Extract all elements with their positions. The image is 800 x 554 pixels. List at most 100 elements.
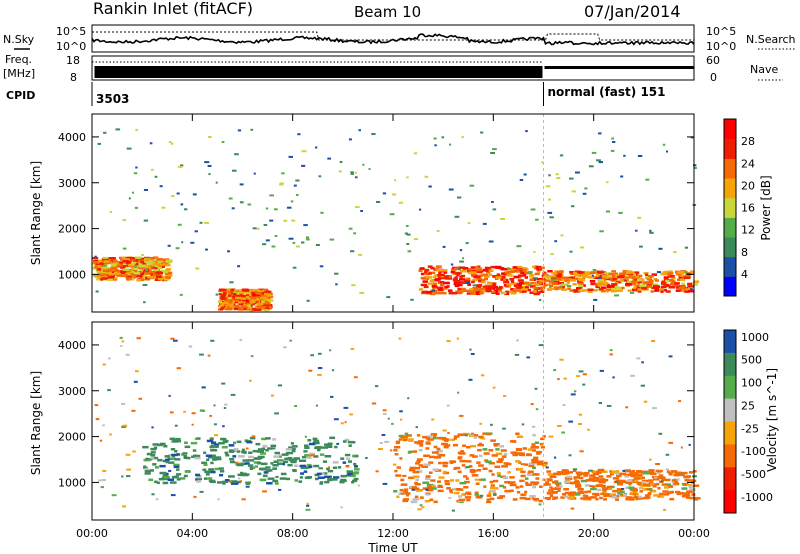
velocity-pixel xyxy=(444,480,450,483)
velocity-pixel xyxy=(681,487,688,490)
velocity-pixel xyxy=(394,453,399,456)
velocity-pixel xyxy=(675,490,681,494)
power-pixel xyxy=(447,289,453,292)
power-pixel xyxy=(533,283,537,286)
power-pixel xyxy=(690,288,693,291)
power-pixel xyxy=(629,291,635,294)
velocity-pixel xyxy=(151,426,154,429)
velocity-pixel xyxy=(666,491,671,495)
power-pixel xyxy=(616,280,621,284)
velocity-pixel xyxy=(163,445,168,448)
velocity-pixel xyxy=(499,445,504,448)
velocity-pixel xyxy=(584,495,589,498)
power-pixel xyxy=(512,266,518,269)
cpid-row: CPID 3503 normal (fast) 151 xyxy=(6,82,666,106)
power-pixel xyxy=(141,276,146,280)
velocity-pixel xyxy=(520,474,526,478)
power-pixel xyxy=(445,275,449,278)
power-pixel xyxy=(653,278,658,281)
power-pixel xyxy=(443,287,448,291)
velocity-pixel xyxy=(527,471,531,474)
velocity-pixel xyxy=(174,450,178,453)
velocity-pixel xyxy=(222,480,229,484)
power-pixel xyxy=(405,225,409,227)
power-pixel xyxy=(566,281,570,285)
power-pixel xyxy=(431,282,437,285)
velocity-pixel xyxy=(387,417,390,420)
power-pixel xyxy=(259,304,265,307)
velocity-pixel xyxy=(616,488,623,491)
velocity-pixel xyxy=(688,471,694,474)
velocity-pixel xyxy=(531,443,536,446)
power-pixel xyxy=(243,289,250,292)
velocity-pixel xyxy=(342,440,347,443)
velocity-pixel xyxy=(682,492,687,495)
velocity-pixel xyxy=(327,466,331,469)
power-pixel xyxy=(519,179,524,181)
power-colorbar-segment xyxy=(724,237,736,258)
velocity-pixel xyxy=(536,462,544,466)
velocity-pixel xyxy=(648,488,653,491)
velocity-pixel xyxy=(107,389,111,392)
power-pixel xyxy=(303,224,308,227)
velocity-pixel xyxy=(490,423,493,426)
power-heatmap xyxy=(92,114,700,312)
velocity-pixel xyxy=(340,506,343,509)
velocity-pixel xyxy=(519,485,524,488)
velocity-colorbar-tick: -1000 xyxy=(741,491,773,504)
velocity-pixel xyxy=(477,496,483,499)
velocity-pixel xyxy=(414,483,421,486)
freq-axis-left-bottom: 8 xyxy=(70,71,77,84)
velocity-pixel xyxy=(170,448,176,451)
velocity-pixel xyxy=(217,481,223,484)
power-pixel xyxy=(156,258,164,261)
power-pixel xyxy=(431,285,438,288)
power-pixel xyxy=(681,289,687,292)
power-pixel xyxy=(556,177,561,179)
power-pixel xyxy=(584,187,588,190)
velocity-pixel xyxy=(221,382,226,385)
power-pixel xyxy=(431,291,436,295)
power-pixel xyxy=(674,282,680,285)
velocity-pixel xyxy=(143,466,148,469)
power-pixel xyxy=(252,227,257,230)
power-pixel xyxy=(510,268,515,271)
velocity-pixel xyxy=(653,494,659,497)
power-pixel xyxy=(180,164,184,167)
power-pixel xyxy=(145,258,151,261)
velocity-pixel xyxy=(259,478,267,482)
power-pixel xyxy=(144,271,150,275)
velocity-pixel xyxy=(169,481,177,484)
velocity-pixel xyxy=(319,453,325,456)
velocity-pixel xyxy=(639,476,645,480)
velocity-pixel xyxy=(669,497,675,501)
power-pixel xyxy=(149,142,153,145)
power-pixel xyxy=(684,290,690,293)
velocity-colorbar-segment xyxy=(724,490,736,514)
velocity-pixel xyxy=(668,473,673,476)
velocity-pixel xyxy=(158,477,165,481)
power-pixel xyxy=(627,289,632,292)
power-pixel xyxy=(428,272,432,275)
velocity-pixel xyxy=(643,483,650,486)
velocity-pixel xyxy=(375,385,379,388)
velocity-pixel xyxy=(475,482,480,485)
power-pixel xyxy=(549,216,554,219)
velocity-pixel xyxy=(514,353,520,356)
velocity-pixel xyxy=(245,485,250,488)
velocity-pixel xyxy=(400,478,405,482)
power-pixel xyxy=(425,276,433,279)
power-pixel xyxy=(612,141,616,143)
power-pixel xyxy=(450,263,454,266)
power-pixel xyxy=(582,192,587,195)
velocity-pixel xyxy=(632,479,639,483)
power-pixel xyxy=(143,301,146,304)
velocity-pixel xyxy=(417,508,422,511)
velocity-pixel xyxy=(260,452,267,455)
velocity-pixel xyxy=(478,478,482,481)
power-pixel xyxy=(350,171,354,174)
velocity-pixel xyxy=(403,490,409,493)
velocity-pixel xyxy=(272,438,276,441)
velocity-pixel xyxy=(496,460,503,463)
velocity-pixel xyxy=(324,443,330,446)
